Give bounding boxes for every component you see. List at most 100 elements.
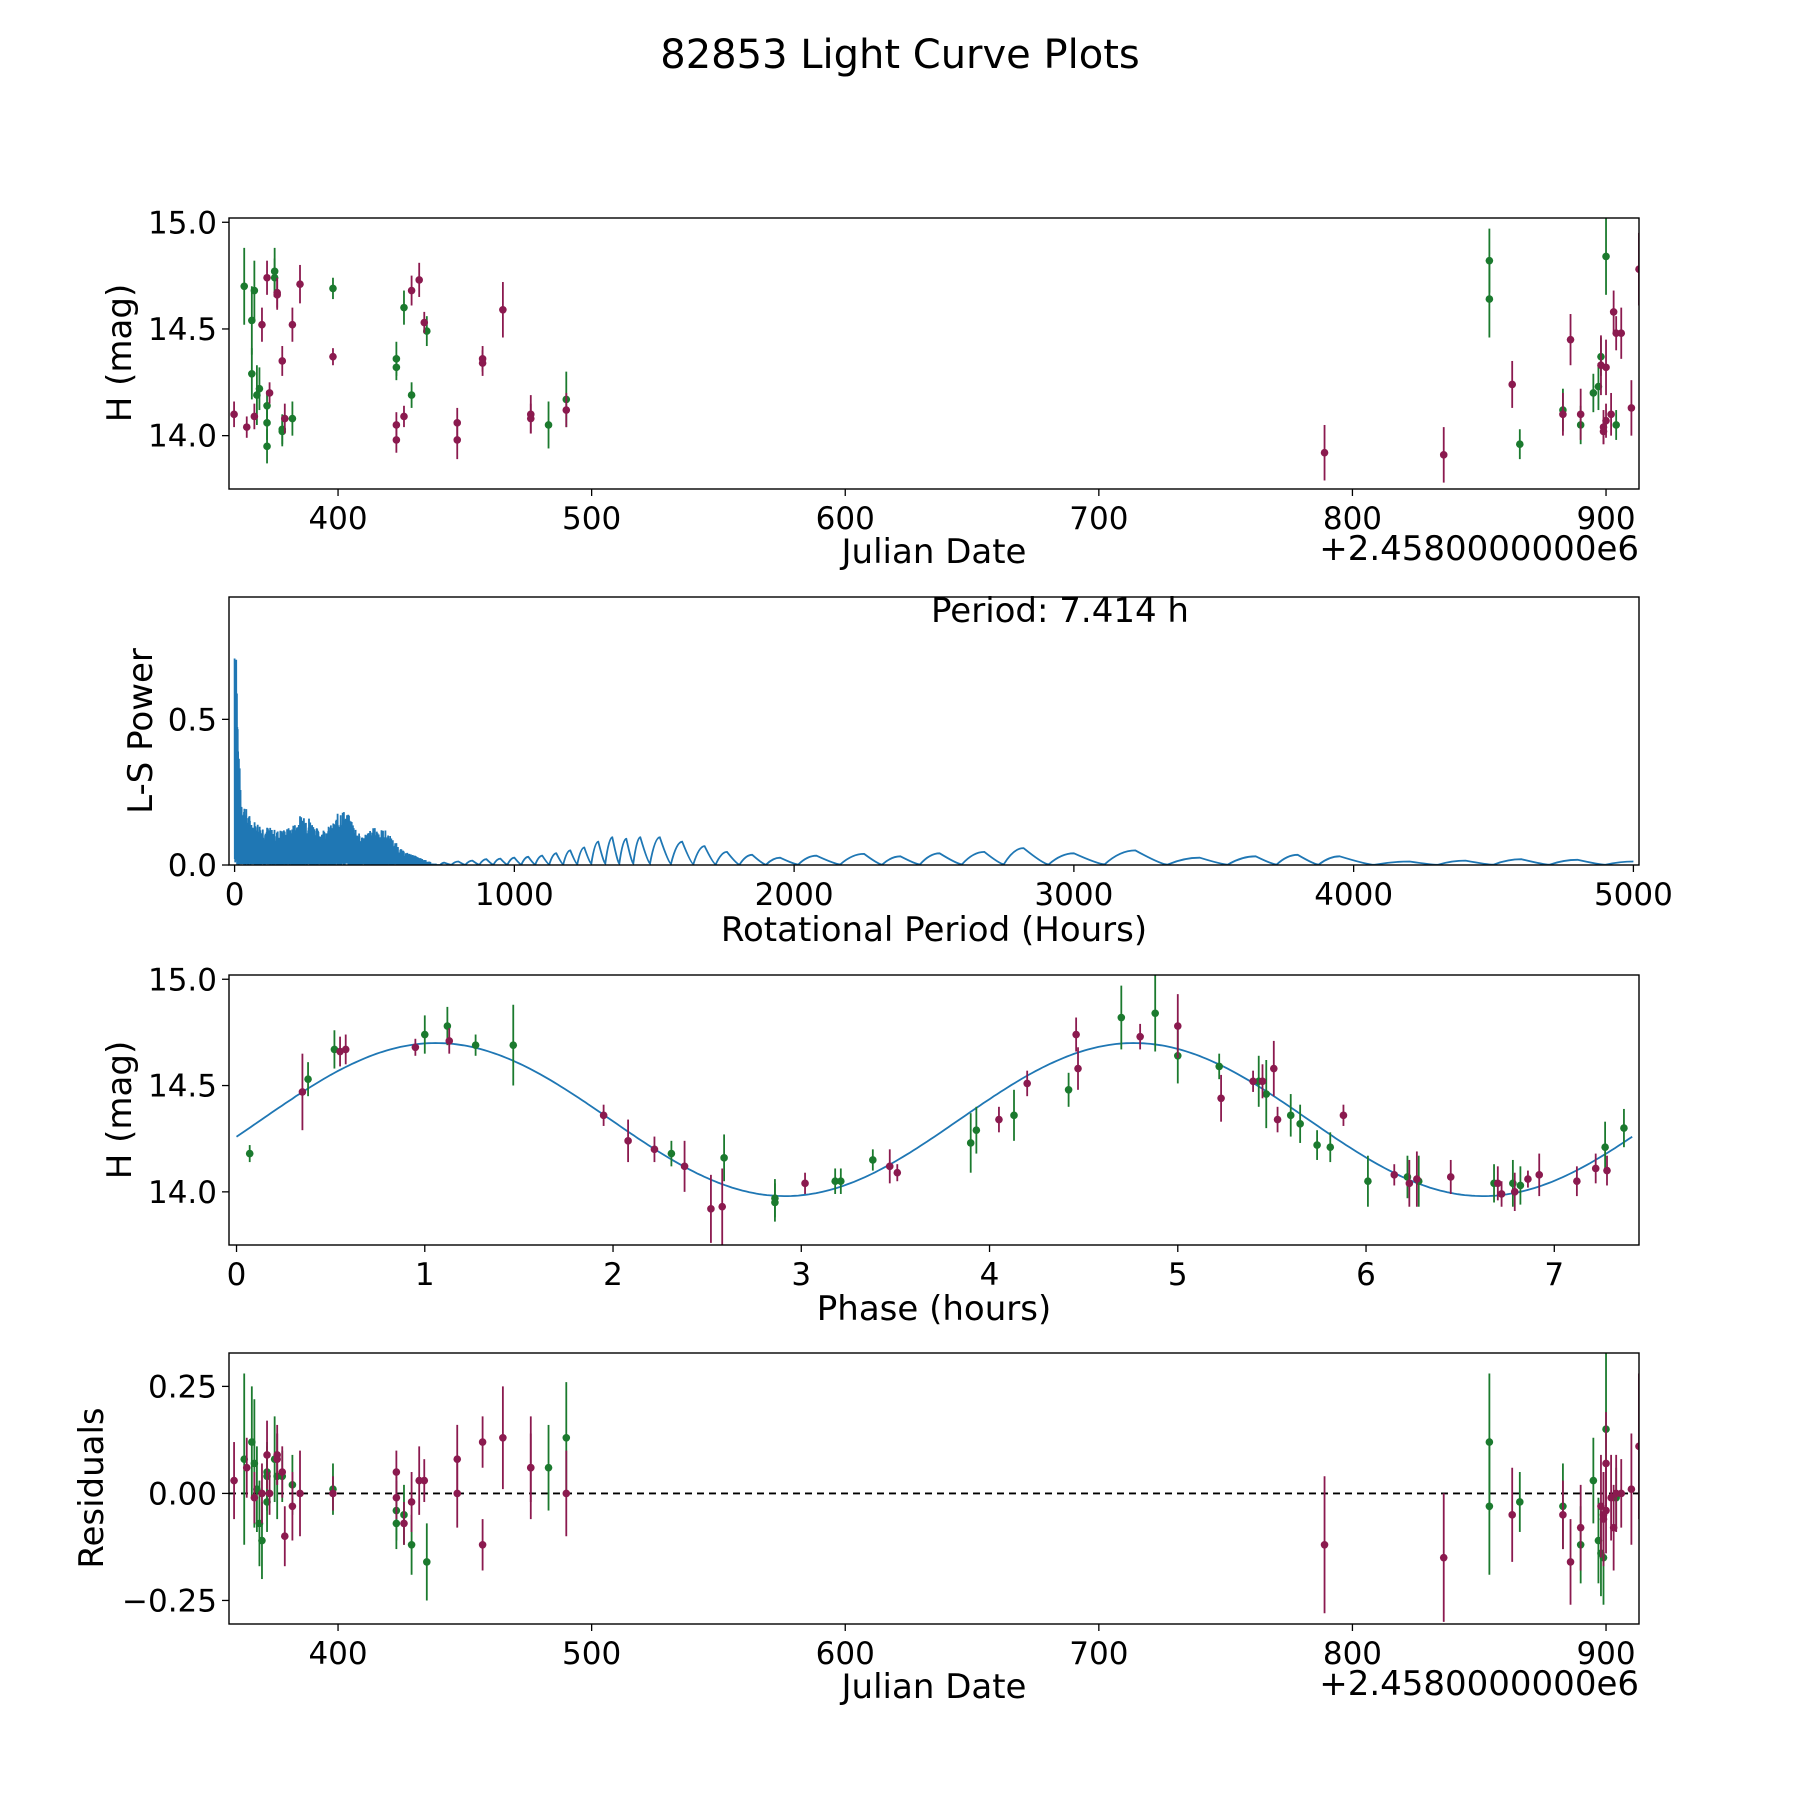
residuals-point-filter-b xyxy=(420,1476,429,1485)
phased-point-filter-b xyxy=(445,1037,454,1045)
periodogram-ytick-label: 0.5 xyxy=(168,702,217,738)
residuals-point-filter-b xyxy=(1576,1523,1585,1532)
timeseries-point-filter-a xyxy=(1589,389,1598,397)
phased-point-filter-b xyxy=(1249,1077,1257,1086)
phased-xtick-label: 2 xyxy=(603,1257,623,1293)
residuals-point-filter-b xyxy=(258,1489,266,1498)
timeseries-xtick-label: 800 xyxy=(1323,501,1382,537)
timeseries-point-filter-a xyxy=(1485,295,1494,303)
phased-point-filter-b xyxy=(1023,1079,1031,1088)
timeseries-point-filter-b xyxy=(278,357,287,365)
residuals-ticks: 400 500 600 700 800 900 −0.25 0.00 0.25 xyxy=(122,1369,1636,1672)
timeseries-point-filter-b xyxy=(499,305,507,314)
residuals-xtick-label: 400 xyxy=(308,1636,367,1672)
residuals-point-filter-b xyxy=(1508,1511,1517,1519)
phased-xtick-label: 0 xyxy=(227,1257,247,1293)
residuals-xtick-label: 500 xyxy=(562,1636,621,1672)
periodogram-xtick-label: 2000 xyxy=(755,877,834,913)
phased-point-filter-b xyxy=(893,1168,902,1177)
timeseries-offset-text: +2.4580000000e6 xyxy=(1319,529,1639,569)
timeseries-point-filter-a xyxy=(400,303,408,312)
periodogram-ytick-label: 0.0 xyxy=(168,848,217,884)
phased-point-filter-b xyxy=(1074,1064,1082,1073)
residuals-point-filter-b xyxy=(1602,1459,1610,1468)
periodogram-xlabel: Rotational Period (Hours) xyxy=(721,910,1147,950)
residuals-point-filter-b xyxy=(1617,1489,1626,1498)
residuals-xlabel: Julian Date xyxy=(840,1667,1027,1707)
phased-xtick-label: 6 xyxy=(1356,1257,1376,1293)
periodogram-plot-area xyxy=(233,658,1634,865)
period-annotation: Period: 7.414 h xyxy=(931,591,1189,631)
phased-ticks: 0 1 2 3 4 5 6 7 14.0 14.5 15.0 xyxy=(148,962,1564,1293)
residuals-plot-area xyxy=(229,1353,1639,1622)
phased-ylabel: H (mag) xyxy=(100,1041,140,1179)
residuals-panel: 400 500 600 700 800 900 −0.25 0.00 0.25 Julian D… xyxy=(72,1352,1640,1707)
residuals-point-filter-b xyxy=(280,1532,289,1541)
residuals-point-filter-b xyxy=(1559,1511,1567,1519)
phased-point-filter-a xyxy=(667,1149,676,1158)
phased-point-filter-b xyxy=(298,1088,307,1096)
phased-point-filter-a xyxy=(443,1022,452,1030)
residuals-ytick-label: 0.00 xyxy=(148,1476,217,1512)
phased-point-filter-a xyxy=(1010,1111,1018,1120)
phased-point-filter-a xyxy=(1117,1013,1126,1022)
phased-point-filter-b xyxy=(1072,1030,1080,1039)
timeseries-point-filter-b xyxy=(296,280,304,288)
residuals-axes-frame xyxy=(228,1352,1640,1625)
timeseries-point-filter-a xyxy=(407,391,416,399)
timeseries-point-filter-b xyxy=(407,286,416,295)
residuals-xtick-label: 900 xyxy=(1576,1636,1635,1672)
phased-point-filter-b xyxy=(1173,1022,1182,1030)
residuals-point-filter-a xyxy=(1589,1476,1598,1485)
phased-point-filter-b xyxy=(650,1145,659,1154)
phased-point-filter-b xyxy=(1413,1175,1421,1183)
residuals-point-filter-a xyxy=(407,1540,416,1549)
phased-point-filter-b xyxy=(1273,1115,1282,1124)
phased-point-filter-a xyxy=(720,1154,728,1162)
residuals-point-filter-b xyxy=(288,1502,297,1511)
residuals-point-filter-b xyxy=(407,1498,416,1506)
phased-point-filter-a xyxy=(1601,1143,1609,1152)
phased-point-filter-b xyxy=(718,1202,727,1211)
phased-xtick-label: 3 xyxy=(791,1257,811,1293)
residuals-point-filter-b xyxy=(478,1540,487,1549)
phased-point-filter-a xyxy=(471,1041,480,1049)
timeseries-point-filter-a xyxy=(544,421,553,429)
timeseries-point-filter-a xyxy=(288,414,297,423)
timeseries-point-filter-a xyxy=(1602,252,1610,261)
timeseries-xtick-label: 900 xyxy=(1576,501,1635,537)
timeseries-point-filter-a xyxy=(263,419,271,427)
residuals-point-filter-b xyxy=(1320,1540,1329,1549)
phased-point-filter-b xyxy=(1535,1171,1544,1179)
phased-point-filter-b xyxy=(885,1162,894,1171)
timeseries-panel: 400 500 600 700 800 900 14.0 14.5 15.0 Julian Da… xyxy=(100,205,1640,572)
phased-point-filter-a xyxy=(1364,1177,1372,1186)
residuals-point-filter-b xyxy=(392,1493,401,1502)
timeseries-point-filter-b xyxy=(453,436,462,444)
residuals-point-filter-b xyxy=(329,1489,337,1498)
phased-point-filter-a xyxy=(1516,1181,1525,1190)
residuals-point-filter-b xyxy=(296,1489,304,1498)
timeseries-point-filter-b xyxy=(400,412,408,421)
phased-point-filter-a xyxy=(509,1041,518,1049)
timeseries-point-filter-b xyxy=(1617,329,1626,338)
residuals-point-filter-b xyxy=(499,1433,507,1442)
residuals-point-filter-a xyxy=(544,1463,553,1472)
timeseries-point-filter-b xyxy=(1635,265,1639,274)
timeseries-point-filter-a xyxy=(1516,440,1524,448)
residuals-point-filter-a xyxy=(562,1433,571,1442)
timeseries-point-filter-b xyxy=(526,410,535,419)
phased-point-filter-b xyxy=(1446,1173,1455,1181)
phased-xtick-label: 7 xyxy=(1544,1257,1564,1293)
phased-point-filter-b xyxy=(1497,1190,1506,1198)
phased-marks xyxy=(236,975,1633,1245)
phased-ytick-label: 14.5 xyxy=(148,1069,217,1105)
periodogram-xtick-label: 5000 xyxy=(1594,877,1673,913)
residuals-point-filter-a xyxy=(1516,1498,1524,1506)
phased-point-filter-b xyxy=(341,1045,350,1054)
timeseries-point-filter-b xyxy=(242,423,251,431)
timeseries-point-filter-b xyxy=(1566,335,1575,344)
periodogram-ylabel: L-S Power xyxy=(121,648,161,814)
timeseries-point-filter-b xyxy=(420,318,429,327)
